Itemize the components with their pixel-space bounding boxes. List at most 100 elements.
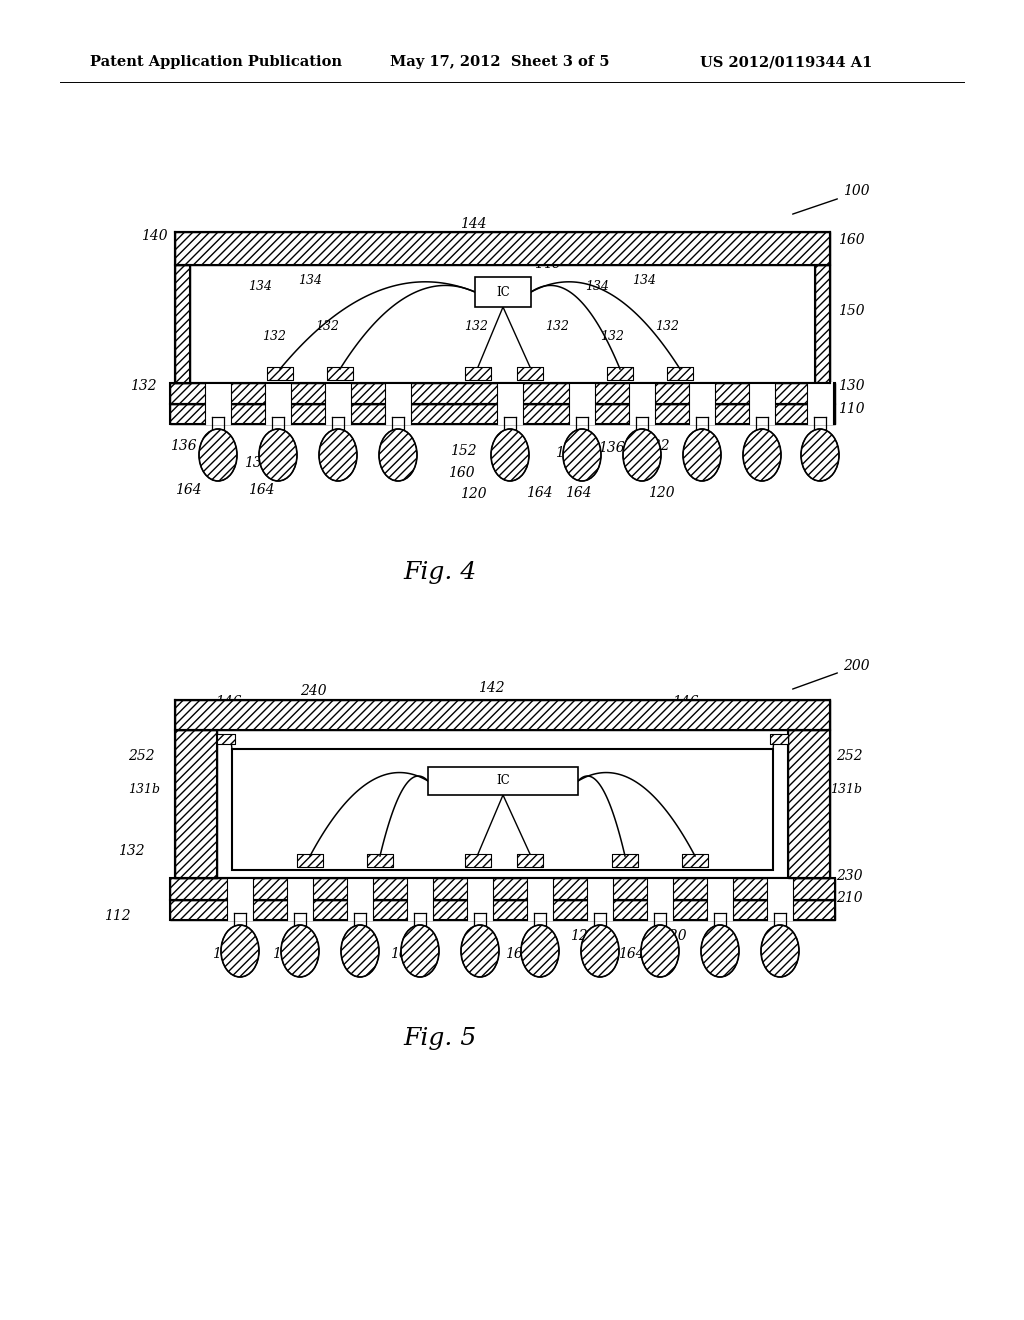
Polygon shape	[297, 854, 323, 867]
Polygon shape	[587, 876, 613, 902]
Ellipse shape	[563, 429, 601, 480]
Polygon shape	[175, 730, 217, 878]
Polygon shape	[807, 381, 833, 405]
Ellipse shape	[221, 925, 259, 977]
Polygon shape	[770, 734, 788, 744]
Polygon shape	[569, 403, 595, 425]
Text: 148: 148	[453, 789, 479, 803]
Polygon shape	[497, 403, 523, 425]
Text: 164: 164	[272, 946, 299, 961]
Text: 120: 120	[460, 487, 486, 502]
Ellipse shape	[623, 429, 662, 480]
Polygon shape	[227, 899, 253, 921]
Text: 136: 136	[598, 441, 625, 455]
Text: 150: 150	[838, 304, 864, 318]
Polygon shape	[788, 730, 830, 878]
Text: 144: 144	[460, 216, 486, 231]
Polygon shape	[170, 900, 835, 920]
Polygon shape	[647, 876, 673, 902]
Text: 164: 164	[505, 946, 531, 961]
Text: 132: 132	[464, 319, 488, 333]
Text: 134: 134	[298, 275, 322, 286]
Polygon shape	[467, 899, 493, 921]
Text: 210: 210	[836, 891, 862, 906]
Ellipse shape	[341, 925, 379, 977]
Text: 131b: 131b	[830, 783, 862, 796]
Text: 134: 134	[585, 280, 609, 293]
Polygon shape	[175, 700, 830, 730]
Polygon shape	[267, 367, 293, 380]
Text: 132: 132	[130, 379, 157, 393]
Polygon shape	[407, 899, 433, 921]
Polygon shape	[265, 381, 291, 405]
Polygon shape	[428, 767, 578, 795]
Polygon shape	[667, 367, 693, 380]
Text: 146: 146	[534, 257, 560, 271]
Text: Patent Application Publication: Patent Application Publication	[90, 55, 342, 69]
Text: 120: 120	[660, 929, 687, 942]
Polygon shape	[607, 367, 633, 380]
Ellipse shape	[319, 429, 357, 480]
Text: 164: 164	[618, 946, 645, 961]
Polygon shape	[227, 876, 253, 902]
Polygon shape	[629, 381, 655, 405]
Text: 164: 164	[175, 483, 202, 498]
Polygon shape	[612, 854, 638, 867]
Text: Fig. 4: Fig. 4	[403, 561, 476, 583]
Text: 136: 136	[170, 440, 197, 453]
Text: IC: IC	[496, 285, 510, 298]
Polygon shape	[175, 265, 190, 383]
Polygon shape	[465, 367, 490, 380]
Text: 134: 134	[248, 280, 272, 293]
Polygon shape	[707, 899, 733, 921]
Polygon shape	[367, 854, 393, 867]
Text: 164: 164	[565, 486, 592, 500]
Ellipse shape	[641, 925, 679, 977]
Polygon shape	[205, 381, 231, 405]
Text: 240: 240	[300, 684, 327, 698]
Text: 132: 132	[262, 330, 286, 343]
Polygon shape	[749, 381, 775, 405]
Polygon shape	[170, 383, 835, 404]
Polygon shape	[170, 878, 835, 900]
Text: 100: 100	[843, 183, 869, 198]
Ellipse shape	[199, 429, 237, 480]
Polygon shape	[325, 403, 351, 425]
Text: 146: 146	[672, 696, 698, 709]
Polygon shape	[682, 854, 708, 867]
Polygon shape	[467, 876, 493, 902]
Polygon shape	[385, 381, 411, 405]
Polygon shape	[569, 381, 595, 405]
Ellipse shape	[743, 429, 781, 480]
Text: 160: 160	[449, 466, 475, 480]
Polygon shape	[475, 277, 531, 308]
Text: 132: 132	[540, 789, 566, 803]
Polygon shape	[205, 403, 231, 425]
Text: 134: 134	[632, 275, 656, 286]
Ellipse shape	[521, 925, 559, 977]
Text: 144: 144	[240, 789, 266, 803]
Polygon shape	[749, 403, 775, 425]
Text: 131b: 131b	[128, 783, 160, 796]
Polygon shape	[170, 404, 835, 424]
Ellipse shape	[683, 429, 721, 480]
Text: 132: 132	[340, 789, 367, 803]
Text: 130: 130	[838, 379, 864, 393]
Polygon shape	[347, 899, 373, 921]
Text: 252: 252	[836, 748, 862, 763]
Polygon shape	[217, 730, 788, 878]
Text: 120: 120	[570, 929, 597, 942]
Polygon shape	[815, 265, 830, 383]
Text: 164: 164	[390, 946, 417, 961]
Text: 200: 200	[843, 659, 869, 673]
Ellipse shape	[281, 925, 319, 977]
Text: May 17, 2012  Sheet 3 of 5: May 17, 2012 Sheet 3 of 5	[390, 55, 609, 69]
Ellipse shape	[461, 925, 499, 977]
Polygon shape	[689, 381, 715, 405]
Polygon shape	[175, 232, 830, 265]
Text: 150: 150	[620, 781, 646, 796]
Text: 146: 146	[215, 696, 242, 709]
Text: 132: 132	[118, 843, 144, 858]
Polygon shape	[767, 899, 793, 921]
Polygon shape	[407, 876, 433, 902]
